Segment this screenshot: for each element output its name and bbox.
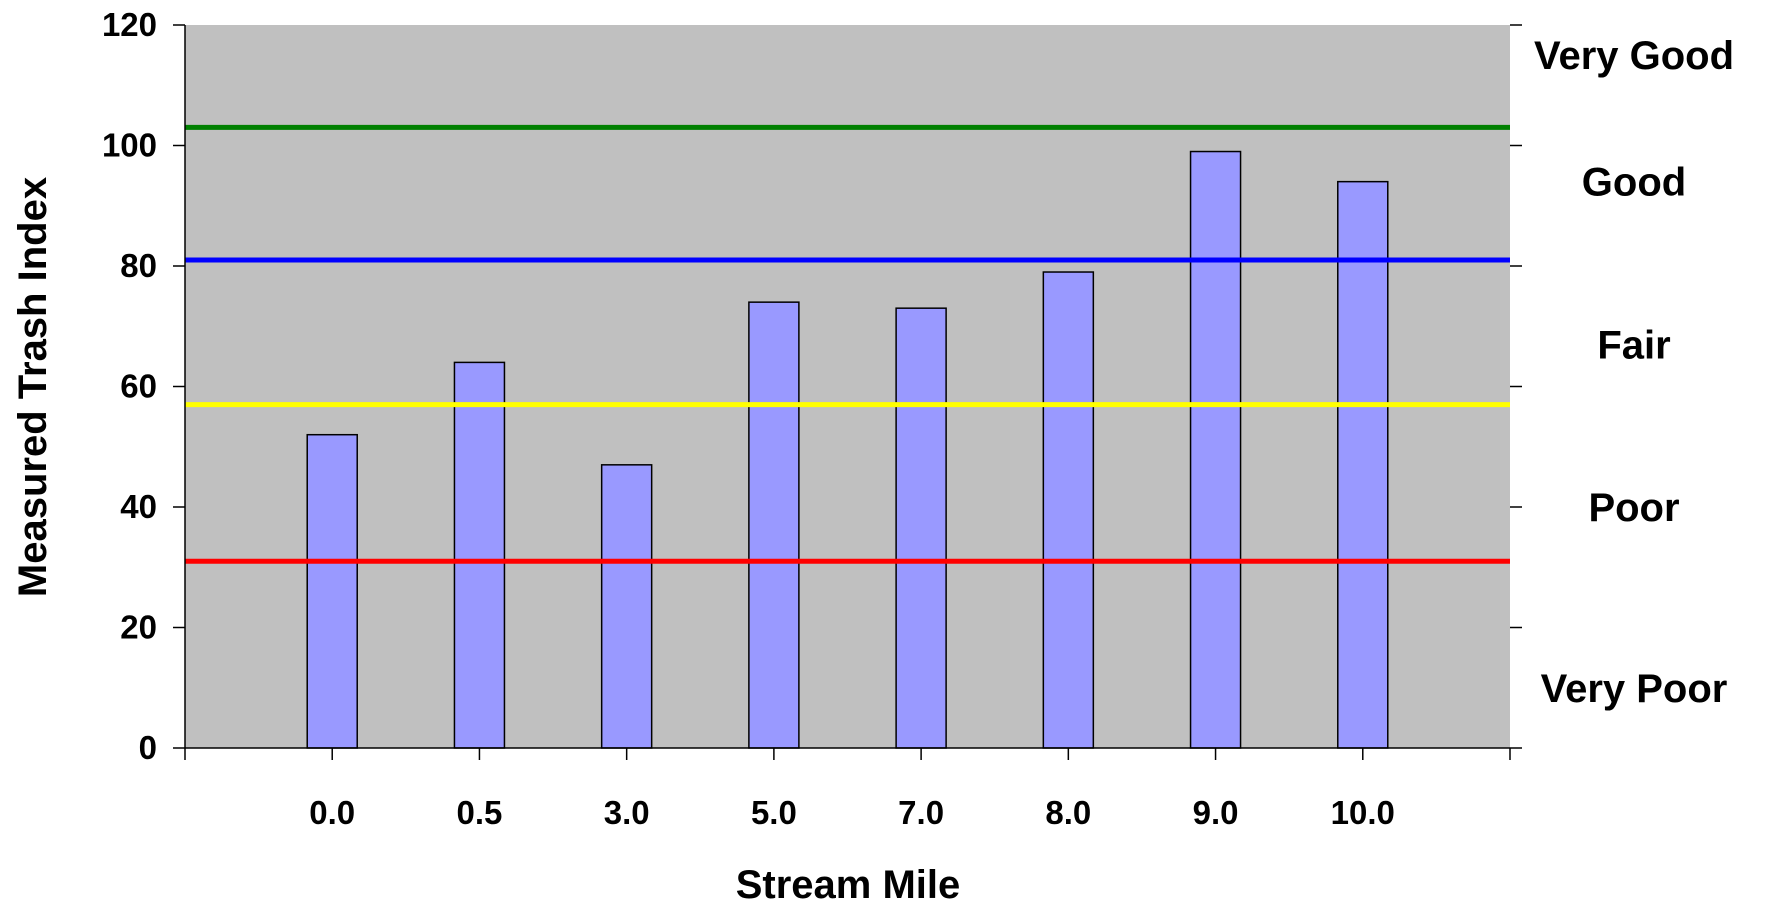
y-ticks-layer: 0 20 40 60 80 100 120 (102, 6, 1522, 766)
band-label: Fair (1597, 323, 1670, 367)
x-tick-label: 9.0 (1193, 794, 1239, 831)
x-ticks-layer: 0.0 0.5 3.0 5.0 7.0 8.0 9.0 10.0 (184, 748, 1511, 831)
y-tick-label: 20 (120, 609, 157, 646)
threshold-lines-layer (185, 124, 1510, 564)
bar (1337, 180, 1389, 749)
bars-layer (306, 150, 1389, 749)
bar (748, 301, 800, 749)
x-tick-label: 5.0 (751, 794, 797, 831)
x-axis-title: Stream Mile (736, 863, 961, 902)
bar (600, 464, 653, 749)
y-tick-label: 60 (120, 368, 157, 405)
x-tick-label: 3.0 (604, 794, 650, 831)
band-label: Good (1582, 161, 1686, 205)
bar (895, 307, 947, 749)
plot-background (185, 25, 1510, 748)
y-tick-label: 80 (120, 247, 157, 284)
x-tick-label: 8.0 (1045, 794, 1091, 831)
y-tick-label: 100 (102, 127, 157, 164)
bar (453, 361, 506, 749)
band-label: Very Poor (1541, 667, 1728, 711)
bar (1042, 271, 1095, 749)
x-tick-label: 0.0 (309, 794, 355, 831)
band-label: Very Good (1534, 34, 1734, 78)
y-axis-title: Measured Trash Index (11, 177, 55, 597)
x-tick-label: 10.0 (1331, 794, 1395, 831)
bar (1189, 150, 1242, 749)
band-label: Poor (1588, 486, 1679, 530)
bar (306, 433, 358, 749)
band-labels-layer: Very Good Good Fair Poor Very Poor (1534, 34, 1734, 711)
y-tick-label: 0 (139, 729, 157, 766)
x-tick-label: 0.5 (457, 794, 503, 831)
y-tick-label: 120 (102, 6, 157, 43)
y-tick-label: 40 (120, 488, 157, 525)
x-tick-label: 7.0 (898, 794, 944, 831)
